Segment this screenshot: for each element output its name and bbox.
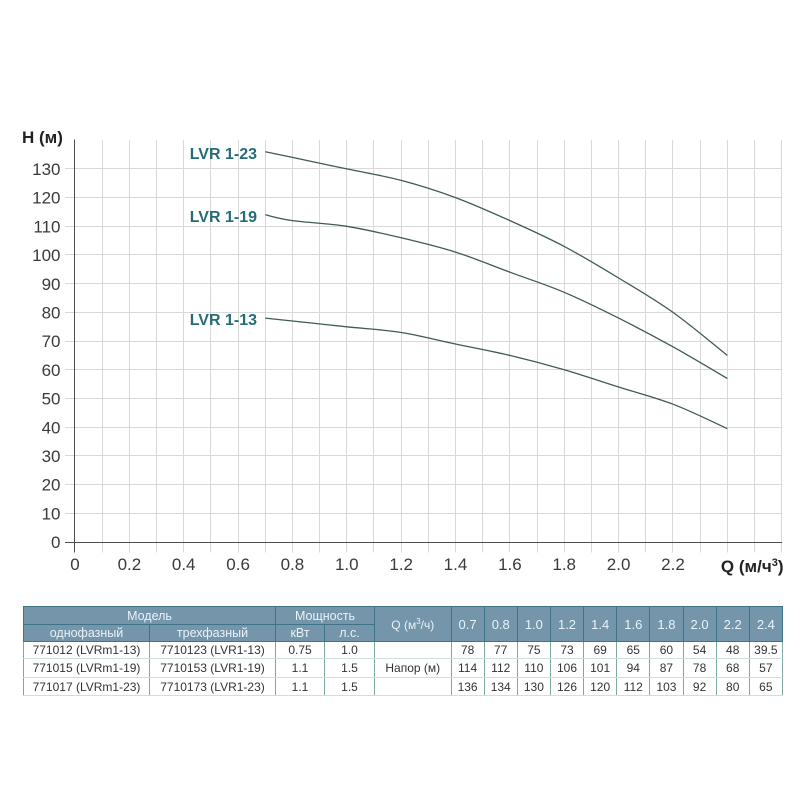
svg-text:30: 30 — [42, 447, 61, 466]
svg-text:100: 100 — [32, 246, 60, 265]
svg-text:1.4: 1.4 — [444, 555, 468, 574]
svg-text:70: 70 — [42, 332, 61, 351]
svg-text:0.4: 0.4 — [172, 555, 196, 574]
svg-text:LVR 1-13: LVR 1-13 — [190, 312, 257, 329]
svg-text:120: 120 — [32, 189, 60, 208]
svg-text:0.8: 0.8 — [281, 555, 305, 574]
svg-text:1.8: 1.8 — [552, 555, 576, 574]
svg-text:2.0: 2.0 — [607, 555, 631, 574]
svg-text:60: 60 — [42, 361, 61, 380]
svg-text:Н (м): Н (м) — [22, 128, 63, 147]
svg-text:80: 80 — [42, 304, 61, 323]
svg-text:130: 130 — [32, 160, 60, 179]
svg-text:LVR 1-19: LVR 1-19 — [190, 209, 257, 226]
svg-text:LVR 1-23: LVR 1-23 — [190, 146, 257, 163]
svg-text:Q (м/ч3): Q (м/ч3) — [721, 557, 784, 576]
svg-text:10: 10 — [42, 504, 61, 523]
svg-text:0: 0 — [51, 533, 60, 552]
svg-text:50: 50 — [42, 390, 61, 409]
svg-text:1.2: 1.2 — [389, 555, 413, 574]
svg-text:0: 0 — [70, 555, 79, 574]
svg-text:2.2: 2.2 — [661, 555, 685, 574]
svg-text:90: 90 — [42, 275, 61, 294]
svg-text:1.6: 1.6 — [498, 555, 522, 574]
svg-text:20: 20 — [42, 476, 61, 495]
svg-text:0.2: 0.2 — [118, 555, 142, 574]
svg-text:0.6: 0.6 — [226, 555, 250, 574]
svg-text:1.0: 1.0 — [335, 555, 359, 574]
svg-text:40: 40 — [42, 418, 61, 437]
svg-text:110: 110 — [33, 217, 60, 236]
